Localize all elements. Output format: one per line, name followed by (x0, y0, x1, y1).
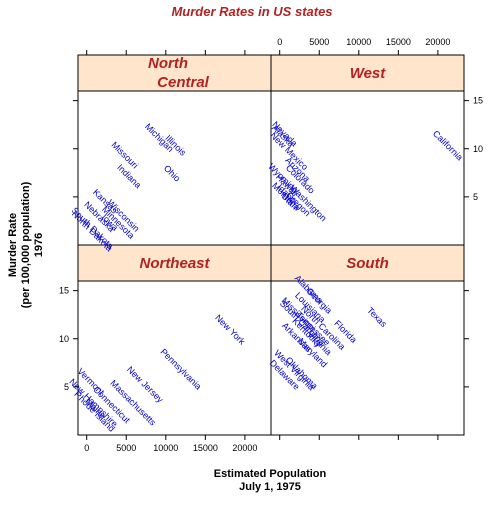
strip-label: West (350, 65, 387, 82)
state-label: Ohio (162, 163, 183, 184)
y-tick-label: 5 (64, 382, 69, 392)
x-tick-label: 15000 (193, 443, 218, 453)
y-axis-title-line: 1976 (33, 233, 45, 257)
x-axis-title-line: July 1, 1975 (239, 481, 301, 493)
x-tick-label: 10000 (346, 37, 371, 47)
panel-west: WestCaliforniaWashingtonColoradoArizonaO… (266, 54, 465, 246)
y-axis-title: Murder Rate (per 100,000 population) 1976 (7, 181, 45, 308)
x-tick-label: 20000 (425, 37, 450, 47)
x-tick-label: 0 (277, 37, 282, 47)
y-axis-title-line: Murder Rate (7, 213, 19, 277)
y-tick-label: 15 (473, 96, 483, 106)
strip-background (77, 54, 272, 92)
y-tick-label: 15 (59, 286, 69, 296)
x-axis-title-line: Estimated Population (214, 468, 327, 480)
strip-label: North (148, 55, 188, 72)
y-axis-title-line: (per 100,000 population) (20, 181, 32, 308)
x-tick-label: 5000 (116, 443, 136, 453)
strip-label: South (346, 255, 389, 272)
x-tick-label: 0 (84, 443, 89, 453)
strip-label: Northeast (139, 255, 210, 272)
y-tick-label: 10 (59, 334, 69, 344)
state-label: Texas (365, 305, 389, 329)
strip-background (77, 244, 272, 282)
y-tick-label: 10 (473, 144, 483, 154)
state-label: California (431, 128, 465, 162)
x-tick-label: 15000 (386, 37, 411, 47)
panel-north-central: NorthCentralIllinoisOhioMichiganIndianaM… (70, 54, 272, 253)
state-label: Pennsylvania (159, 347, 204, 392)
strip-background (270, 54, 465, 92)
strip-label: Central (157, 74, 210, 91)
chart-title: Murder Rates in US states (171, 4, 332, 19)
x-tick-label: 5000 (309, 37, 329, 47)
x-tick-label: 20000 (232, 443, 257, 453)
x-tick-label: 10000 (153, 443, 178, 453)
state-label: New York (213, 313, 247, 347)
y-tick-label: 5 (473, 192, 478, 202)
panel-frame (270, 280, 465, 436)
panel-frame (270, 90, 465, 246)
